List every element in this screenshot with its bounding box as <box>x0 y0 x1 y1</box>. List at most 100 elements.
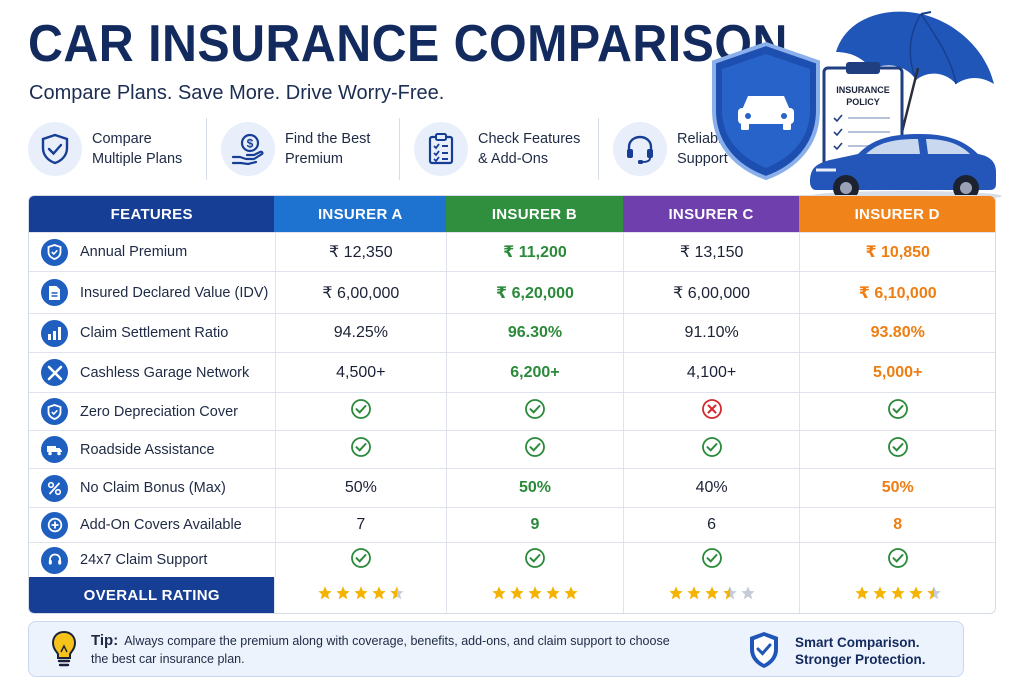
feature-compare-line2: Multiple Plans <box>92 151 183 167</box>
value-insurer-d: ₹ 10,850 <box>865 244 930 261</box>
wrench-icon <box>41 359 68 386</box>
cell-insurer-d: ₹ 10,850 <box>799 233 995 271</box>
cell-insurer-c: 4,100+ <box>622 353 800 392</box>
cell-insurer-c: 91.10% <box>622 314 800 352</box>
policy-label-line1: INSURANCE <box>836 85 890 95</box>
comparison-table: FEATURES INSURER A INSURER B INSURER C I… <box>28 195 996 614</box>
header-insurer-a: INSURER A <box>274 196 447 232</box>
table-row: Insured Declared Value (IDV) ₹ 6,00,000 ₹ … <box>29 272 995 314</box>
feature-label-cell: Roadside Assistance <box>29 431 275 468</box>
tip-label: Tip: <box>91 632 119 649</box>
tip-text: Always compare the premium along with co… <box>91 634 670 666</box>
feature-compare: Compare Multiple Plans <box>28 118 206 180</box>
table-row: Roadside Assistance <box>29 431 995 469</box>
feature-label-cell: No Claim Bonus (Max) <box>29 469 275 507</box>
page-title: CAR INSURANCE COMPARISON <box>28 15 788 73</box>
header-insurer-d: INSURER D <box>799 196 995 232</box>
star-icon <box>491 585 507 606</box>
cell-insurer-d <box>799 393 995 430</box>
cell-insurer-a: ₹ 12,350 <box>274 233 447 271</box>
cell-insurer-c: ₹ 6,00,000 <box>622 272 800 313</box>
cell-insurer-d <box>799 543 995 577</box>
overall-rating-row: OVERALL RATING <box>29 577 995 613</box>
rating-stars-insurer-b <box>491 585 579 606</box>
tow-truck-icon <box>41 436 68 463</box>
cell-insurer-b: ₹ 11,200 <box>446 233 623 271</box>
check-icon <box>887 436 909 463</box>
cell-insurer-b <box>446 431 623 468</box>
value-insurer-a: 7 <box>356 516 366 533</box>
feature-premium-line2: Premium <box>285 151 344 167</box>
feature-support-line2: Support <box>677 151 728 167</box>
table-header-row: FEATURES INSURER A INSURER B INSURER C I… <box>29 196 995 233</box>
cell-insurer-a: 94.25% <box>274 314 447 352</box>
check-icon <box>524 436 546 463</box>
bar-chart-icon <box>41 319 68 347</box>
check-icon <box>350 436 372 463</box>
cell-insurer-c: 6 <box>622 508 800 542</box>
cell-insurer-b <box>446 543 623 577</box>
value-insurer-c: 6 <box>707 516 717 533</box>
feature-addons: Check Features & Add-Ons <box>399 118 598 180</box>
header-insurer-b: INSURER B <box>446 196 623 232</box>
check-icon <box>524 547 546 574</box>
star-icon <box>926 585 942 606</box>
feature-addons-line2: & Add-Ons <box>478 151 549 167</box>
check-icon <box>350 398 372 425</box>
cell-insurer-b <box>446 393 623 430</box>
slogan-line1: Smart Comparison. <box>795 635 920 650</box>
cell-insurer-b: ₹ 6,20,000 <box>446 272 623 313</box>
rating-stars-insurer-a <box>317 585 405 606</box>
cell-insurer-c <box>622 393 800 430</box>
feature-label: Cashless Garage Network <box>80 364 250 381</box>
star-icon <box>335 585 351 606</box>
feature-label: Zero Depreciation Cover <box>80 403 238 420</box>
table-row: Annual Premium ₹ 12,350 ₹ 11,200 ₹ 13,150 ₹ … <box>29 233 995 272</box>
star-icon <box>704 585 720 606</box>
cell-insurer-a <box>274 543 447 577</box>
value-insurer-c: ₹ 6,00,000 <box>673 284 751 302</box>
value-insurer-c: 40% <box>695 479 728 496</box>
lightbulb-icon <box>51 630 77 673</box>
cell-insurer-c <box>622 543 800 577</box>
value-insurer-b: 50% <box>518 479 551 496</box>
value-insurer-d: 8 <box>893 516 903 533</box>
feature-label-cell: Cashless Garage Network <box>29 353 275 392</box>
hero-illustration: INSURANCE POLICY <box>706 6 1006 202</box>
shield-check-icon <box>28 122 82 176</box>
cell-insurer-a: ₹ 6,00,000 <box>274 272 447 313</box>
feature-label-cell: Annual Premium <box>29 233 275 271</box>
star-icon <box>527 585 543 606</box>
star-icon <box>509 585 525 606</box>
star-icon <box>317 585 333 606</box>
cell-insurer-a <box>274 393 447 430</box>
check-icon <box>701 547 723 574</box>
value-insurer-b: ₹ 11,200 <box>503 244 567 261</box>
check-icon <box>701 436 723 463</box>
feature-label: Add-On Covers Available <box>80 517 242 533</box>
table-row: Cashless Garage Network 4,500+ 6,200+ 4,100… <box>29 353 995 393</box>
feature-label: No Claim Bonus (Max) <box>80 480 226 496</box>
check-icon <box>887 547 909 574</box>
table-row: Add-On Covers Available 7 9 6 8 <box>29 508 995 543</box>
shield-check-icon <box>747 630 781 675</box>
value-insurer-a: 4,500+ <box>336 363 386 381</box>
cross-icon <box>701 398 723 425</box>
money-hand-icon: $ <box>221 122 275 176</box>
value-insurer-b: 6,200+ <box>510 363 560 381</box>
feature-compare-line1: Compare <box>92 131 152 147</box>
value-insurer-d: 50% <box>881 479 914 496</box>
tip-box: Tip: Always compare the premium along wit… <box>28 621 964 677</box>
star-icon <box>872 585 888 606</box>
feature-label: Annual Premium <box>80 244 188 260</box>
value-insurer-a: ₹ 12,350 <box>329 244 393 261</box>
rating-stars-insurer-d <box>854 585 942 606</box>
overall-rating-label: OVERALL RATING <box>29 577 275 613</box>
star-icon <box>890 585 906 606</box>
headset-icon <box>41 546 68 574</box>
cell-insurer-a <box>274 431 447 468</box>
star-icon <box>353 585 369 606</box>
table-row: No Claim Bonus (Max) 50% 50% 40% 50% <box>29 469 995 508</box>
table-row: 24x7 Claim Support <box>29 543 995 577</box>
value-insurer-b: 96.30% <box>507 324 563 341</box>
